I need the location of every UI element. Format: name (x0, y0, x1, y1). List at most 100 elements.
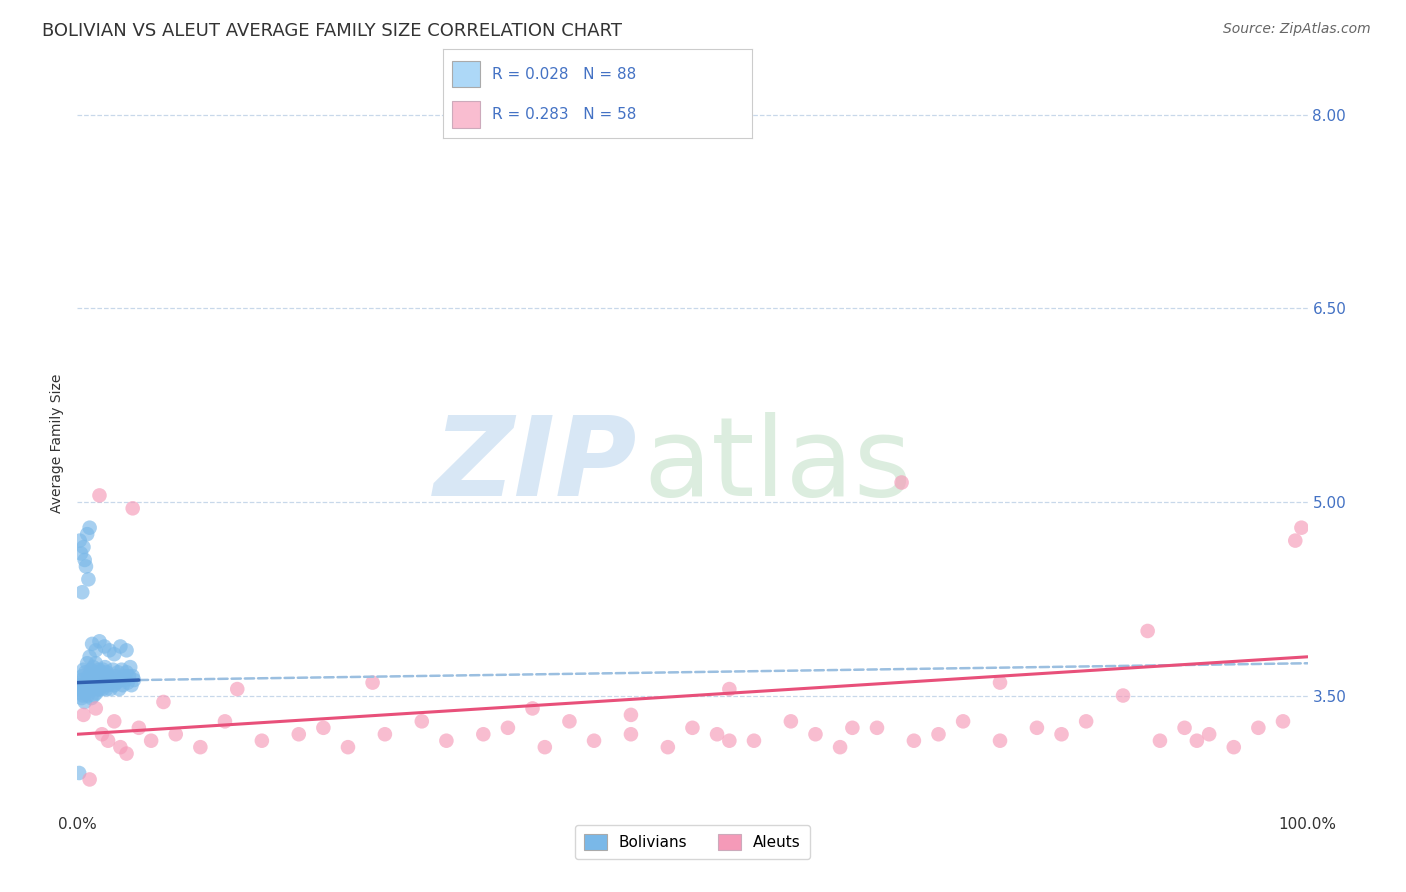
Point (94, 675, 117, 690)
Point (72, 689, 94, 703)
Point (105, 675, 128, 690)
Point (82, 637, 104, 651)
Bar (453, 101, 479, 128)
Point (107, 665, 129, 680)
Point (108, 681, 131, 696)
Point (79, 678, 101, 692)
Point (67, 675, 90, 690)
Point (620, 707, 643, 722)
Point (75, 686, 97, 700)
Point (77, 572, 100, 586)
Point (620, 727, 643, 741)
Point (73, 681, 96, 696)
Point (583, 733, 606, 747)
Point (114, 673, 136, 687)
Point (472, 727, 495, 741)
Point (121, 678, 143, 692)
Point (91, 663, 114, 677)
Point (67, 681, 90, 696)
Point (72, 540, 94, 554)
Bar (453, 61, 479, 87)
Point (89, 681, 111, 696)
Point (120, 660, 142, 674)
Point (374, 727, 396, 741)
Point (90, 678, 112, 692)
Point (657, 740, 679, 755)
Point (742, 733, 765, 747)
Point (226, 681, 249, 696)
Point (903, 733, 925, 747)
Point (115, 643, 138, 657)
Point (952, 714, 974, 729)
Point (190, 740, 212, 755)
Point (1076, 714, 1098, 729)
Point (214, 714, 236, 729)
Point (84, 701, 107, 715)
Point (76, 657, 98, 671)
Point (436, 733, 458, 747)
Point (94, 660, 117, 674)
Point (1198, 727, 1220, 741)
Point (101, 673, 124, 687)
Point (111, 678, 134, 692)
Point (100, 681, 122, 696)
Point (110, 673, 132, 687)
Point (84, 643, 107, 657)
Point (141, 733, 163, 747)
Point (110, 740, 132, 755)
Point (70, 673, 93, 687)
Point (72, 707, 94, 722)
Point (76, 675, 98, 690)
Point (121, 669, 143, 683)
Point (288, 727, 311, 741)
Point (117, 675, 139, 690)
Point (80, 691, 103, 706)
Point (70, 547, 93, 561)
Point (103, 678, 125, 692)
Point (1272, 714, 1295, 729)
Point (110, 640, 132, 654)
Point (79, 521, 101, 535)
Text: Source: ZipAtlas.com: Source: ZipAtlas.com (1223, 22, 1371, 37)
Point (830, 740, 852, 755)
Point (98, 643, 121, 657)
Point (86, 686, 108, 700)
Point (87, 663, 110, 677)
Point (128, 721, 150, 735)
Point (72, 663, 94, 677)
Point (96, 673, 118, 687)
Point (69, 533, 91, 548)
Point (112, 669, 135, 683)
Text: R = 0.028   N = 88: R = 0.028 N = 88 (492, 67, 637, 81)
Point (804, 727, 827, 741)
Point (118, 669, 141, 683)
Point (928, 727, 950, 741)
Point (75, 559, 97, 574)
Point (522, 701, 544, 715)
Text: atlas: atlas (644, 412, 911, 519)
Point (780, 714, 803, 729)
Point (70, 669, 93, 683)
Point (1149, 733, 1171, 747)
Point (73, 695, 96, 709)
Point (83, 669, 105, 683)
Y-axis label: Average Family Size: Average Family Size (51, 374, 65, 514)
Point (70, 585, 93, 599)
Text: BOLIVIAN VS ALEUT AVERAGE FAMILY SIZE CORRELATION CHART: BOLIVIAN VS ALEUT AVERAGE FAMILY SIZE CO… (42, 22, 623, 40)
Point (558, 714, 581, 729)
Point (89, 669, 111, 683)
Point (361, 675, 384, 690)
Legend: Bolivians, Aleuts: Bolivians, Aleuts (575, 825, 810, 859)
Point (1247, 721, 1270, 735)
Point (82, 660, 104, 674)
Point (988, 675, 1011, 690)
Point (86, 665, 108, 680)
Point (75, 665, 97, 680)
Point (1112, 689, 1135, 703)
Point (250, 733, 273, 747)
Point (90, 673, 112, 687)
Point (80, 663, 103, 677)
Point (165, 727, 187, 741)
Point (77, 681, 100, 696)
Text: ZIP: ZIP (433, 412, 637, 519)
